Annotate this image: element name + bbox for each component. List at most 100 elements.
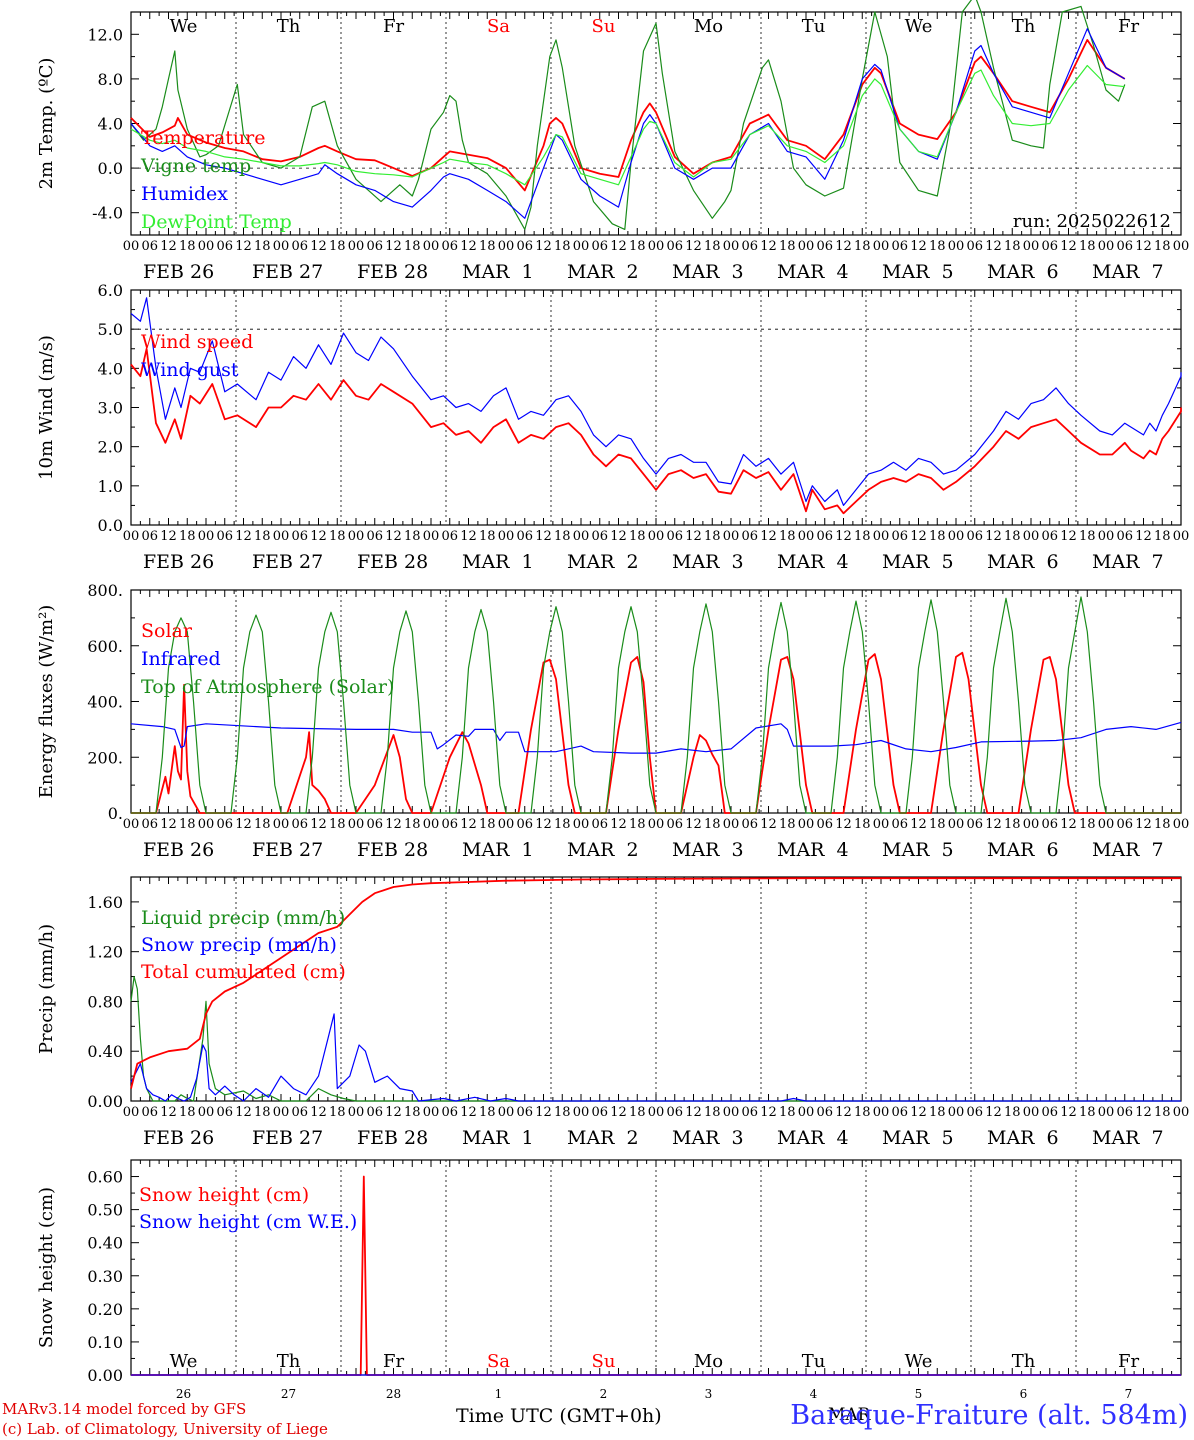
date-label: MAR 4 <box>777 261 849 283</box>
hour-tick-label: 06 <box>216 1105 233 1120</box>
hour-tick-label: 06 <box>366 529 383 544</box>
hour-tick-label: 18 <box>629 239 646 254</box>
hour-tick-label: 00 <box>648 1105 665 1120</box>
day-number-label: 4 <box>810 1387 818 1401</box>
day-name-label: Su <box>592 16 616 37</box>
hour-tick-label: 12 <box>910 817 927 832</box>
hour-tick-label: 18 <box>479 529 496 544</box>
hour-tick-label: 06 <box>591 239 608 254</box>
hour-tick-label: 12 <box>685 817 702 832</box>
hour-tick-label: 00 <box>648 817 665 832</box>
series-line-temp-0 <box>130 39 1126 192</box>
legend-entry: Liquid precip (mm/h) <box>141 907 345 929</box>
hour-tick-label: 00 <box>123 239 140 254</box>
date-label: MAR 6 <box>987 839 1059 861</box>
date-label: MAR 5 <box>882 1127 954 1149</box>
hour-tick-label: 00 <box>573 817 590 832</box>
hour-tick-label: 18 <box>929 239 946 254</box>
date-label: MAR 4 <box>777 1127 849 1149</box>
hour-tick-label: 12 <box>385 1105 402 1120</box>
series-line-wind-0 <box>130 347 1182 515</box>
hour-tick-label: 00 <box>123 529 140 544</box>
hour-tick-label: 18 <box>479 1105 496 1120</box>
hour-tick-label: 12 <box>1060 817 1077 832</box>
hour-tick-label: 06 <box>441 817 458 832</box>
hour-tick-label: 06 <box>741 529 758 544</box>
day-name-label: Mo <box>694 1351 723 1372</box>
hour-tick-label: 18 <box>1004 529 1021 544</box>
hour-tick-label: 00 <box>348 239 365 254</box>
hour-tick-label: 12 <box>760 239 777 254</box>
day-name-label: Su <box>592 1351 616 1372</box>
hour-tick-label: 06 <box>966 529 983 544</box>
hour-tick-label: 00 <box>498 529 515 544</box>
y-tick-label: 3.0 <box>98 399 123 418</box>
day-name-label: Th <box>1012 16 1036 37</box>
hour-tick-label: 12 <box>685 239 702 254</box>
y-tick-label: 0.40 <box>87 1234 123 1253</box>
day-name-label: Th <box>277 16 301 37</box>
date-label: MAR 7 <box>1092 839 1164 861</box>
hour-tick-label: 12 <box>235 817 252 832</box>
hour-tick-label: 12 <box>685 529 702 544</box>
hour-tick-label: 00 <box>1023 1105 1040 1120</box>
hour-tick-label: 00 <box>948 239 965 254</box>
hour-tick-label: 12 <box>310 239 327 254</box>
day-number-label: 2 <box>600 1387 608 1401</box>
series-line-precip-1 <box>130 1013 1181 1102</box>
time-axis-title: Time UTC (GMT+0h) <box>456 1405 662 1427</box>
hour-tick-label: 06 <box>291 817 308 832</box>
y-tick-label: 0.00 <box>87 1092 123 1111</box>
hour-tick-label: 06 <box>516 529 533 544</box>
date-label: MAR 6 <box>987 551 1059 573</box>
date-label: FEB 28 <box>357 551 428 573</box>
hour-tick-label: 06 <box>1041 529 1058 544</box>
hour-tick-label: 12 <box>610 1105 627 1120</box>
hour-tick-label: 12 <box>910 529 927 544</box>
day-name-label: We <box>170 1351 198 1372</box>
series-line-wind-1 <box>130 297 1182 506</box>
hour-tick-label: 06 <box>291 529 308 544</box>
hour-tick-label: 06 <box>1116 239 1133 254</box>
hour-tick-label: 00 <box>423 529 440 544</box>
hour-tick-label: 06 <box>666 1105 683 1120</box>
day-name-label: Mo <box>694 16 723 37</box>
y-tick-label: -4.0 <box>92 204 123 223</box>
hour-tick-label: 00 <box>798 529 815 544</box>
hour-tick-label: 18 <box>1004 239 1021 254</box>
hour-tick-label: 00 <box>273 817 290 832</box>
hour-tick-label: 06 <box>816 817 833 832</box>
hour-tick-label: 00 <box>198 817 215 832</box>
hour-tick-label: 06 <box>891 239 908 254</box>
hour-tick-label: 12 <box>535 529 552 544</box>
hour-tick-label: 18 <box>329 529 346 544</box>
hour-tick-label: 06 <box>366 817 383 832</box>
hour-tick-label: 06 <box>141 1105 158 1120</box>
y-tick-label: 0.20 <box>87 1300 123 1319</box>
hour-tick-label: 18 <box>629 817 646 832</box>
hour-tick-label: 12 <box>535 239 552 254</box>
hour-tick-label: 18 <box>929 1105 946 1120</box>
hour-tick-label: 00 <box>1173 817 1190 832</box>
hour-tick-label: 18 <box>554 817 571 832</box>
date-label: MAR 2 <box>567 839 639 861</box>
hour-tick-label: 00 <box>873 239 890 254</box>
date-label: MAR 2 <box>567 261 639 283</box>
date-label: MAR 3 <box>672 551 744 573</box>
hour-tick-label: 18 <box>554 529 571 544</box>
hour-tick-label: 06 <box>366 1105 383 1120</box>
day-name-label: We <box>905 16 933 37</box>
hour-tick-label: 00 <box>1173 239 1190 254</box>
day-name-label: Sa <box>487 1351 510 1372</box>
hour-tick-label: 00 <box>423 1105 440 1120</box>
hour-tick-label: 00 <box>1023 239 1040 254</box>
legend-entry: Temperature <box>141 127 265 149</box>
hour-tick-label: 18 <box>404 239 421 254</box>
hour-tick-label: 00 <box>948 817 965 832</box>
y-axis-label: 10m Wind (m/s) <box>36 335 57 480</box>
day-name-label: Fr <box>1118 1351 1139 1372</box>
date-label: FEB 26 <box>143 551 214 573</box>
legend-entry: Infrared <box>141 648 221 670</box>
hour-tick-label: 12 <box>1135 529 1152 544</box>
